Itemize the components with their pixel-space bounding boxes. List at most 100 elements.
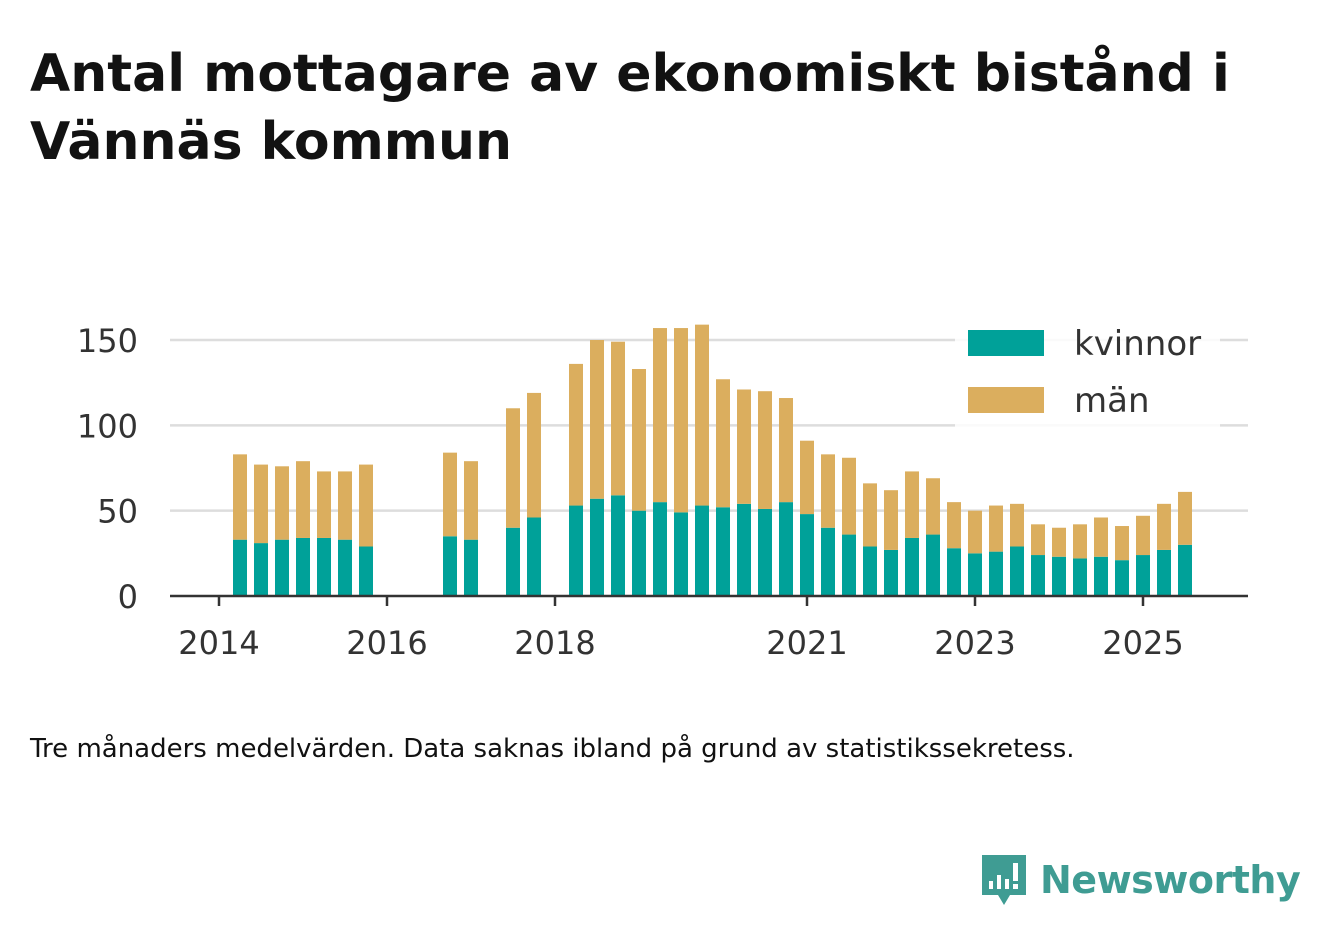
- y-tick-label: 50: [97, 493, 138, 531]
- bar-kvinnor: [842, 534, 856, 596]
- bar-kvinnor: [863, 546, 877, 596]
- bar-man: [989, 505, 1003, 552]
- x-tick-label: 2014: [178, 624, 259, 662]
- bar-man: [506, 408, 520, 528]
- bar-man: [1157, 503, 1171, 550]
- bar-man: [275, 466, 289, 540]
- bar-man: [695, 324, 709, 506]
- bar-kvinnor: [275, 539, 289, 596]
- x-axis-labels: 2014 2016 2018 2021 2023 2025: [178, 596, 1184, 662]
- bar-man: [905, 471, 919, 538]
- bar-kvinnor: [1157, 549, 1171, 596]
- bar-kvinnor: [527, 517, 541, 596]
- bar-man: [674, 328, 688, 513]
- bar-kvinnor: [821, 527, 835, 596]
- bar-man: [359, 464, 373, 547]
- bar-kvinnor: [296, 537, 310, 596]
- bar-kvinnor: [1073, 558, 1087, 596]
- bar-man: [821, 454, 835, 528]
- x-tick-label: 2025: [1102, 624, 1183, 662]
- bar-man: [842, 457, 856, 535]
- x-tick-label: 2018: [514, 624, 595, 662]
- bar-kvinnor: [968, 553, 982, 596]
- bar-kvinnor: [989, 551, 1003, 596]
- bar-man: [1010, 503, 1024, 547]
- footnote: Tre månaders medelvärden. Data saknas ib…: [30, 734, 1075, 764]
- y-tick-label: 0: [118, 578, 138, 616]
- bar-kvinnor: [1136, 555, 1150, 596]
- x-tick-label: 2021: [766, 624, 847, 662]
- bar-kvinnor: [779, 502, 793, 596]
- bar-man: [716, 379, 730, 508]
- bar-man: [527, 392, 541, 518]
- bar-kvinnor: [611, 495, 625, 596]
- x-tick-label: 2016: [346, 624, 427, 662]
- bar-kvinnor: [737, 503, 751, 596]
- bar-man: [443, 452, 457, 537]
- bar-kvinnor: [569, 505, 583, 596]
- bar-man: [1052, 527, 1066, 557]
- bar-kvinnor: [758, 508, 772, 596]
- newsworthy-logo-icon: [982, 855, 1026, 905]
- bar-kvinnor: [947, 548, 961, 596]
- bar-man: [800, 440, 814, 515]
- bar-man: [464, 461, 478, 540]
- bar-man: [296, 461, 310, 538]
- bar-man: [1178, 491, 1192, 545]
- bar-man: [1094, 517, 1108, 557]
- bar-man: [590, 340, 604, 499]
- bar-man: [1073, 524, 1087, 559]
- x-tick-label: 2023: [934, 624, 1015, 662]
- bar-kvinnor: [926, 534, 940, 596]
- bar-kvinnor: [674, 512, 688, 596]
- bar-man: [737, 389, 751, 504]
- chart-title: Antal mottagare av ekonomiskt bistånd i …: [30, 44, 1230, 172]
- legend-swatch-kvinnor: [968, 330, 1044, 356]
- bar-man: [863, 483, 877, 547]
- legend-swatch-man: [968, 387, 1044, 413]
- bar-kvinnor: [905, 537, 919, 596]
- bar-kvinnor: [632, 510, 646, 596]
- bar-kvinnor: [506, 527, 520, 596]
- bar-man: [758, 391, 772, 509]
- bar-man: [569, 363, 583, 506]
- bar-kvinnor: [1178, 544, 1192, 596]
- y-axis-labels: 0 50 100 150: [77, 322, 138, 616]
- bar-kvinnor: [443, 536, 457, 596]
- bar-man: [1115, 526, 1129, 561]
- bar-man: [926, 478, 940, 535]
- bar-man: [611, 341, 625, 496]
- bar-kvinnor: [359, 546, 373, 596]
- bar-kvinnor: [254, 543, 268, 596]
- bar-kvinnor: [695, 505, 709, 596]
- bar-kvinnor: [338, 539, 352, 596]
- bar-man: [632, 369, 646, 511]
- bar-man: [653, 328, 667, 503]
- bar-kvinnor: [1094, 556, 1108, 596]
- bars: [233, 324, 1192, 596]
- bar-kvinnor: [233, 539, 247, 596]
- bar-kvinnor: [1115, 560, 1129, 596]
- brand[interactable]: Newsworthy: [980, 850, 1301, 910]
- brand-name: Newsworthy: [1040, 858, 1301, 902]
- bar-kvinnor: [716, 507, 730, 596]
- bar-man: [233, 454, 247, 540]
- bar-kvinnor: [317, 537, 331, 596]
- bar-man: [317, 471, 331, 538]
- bar-kvinnor: [1052, 556, 1066, 596]
- bar-kvinnor: [1031, 555, 1045, 596]
- bar-kvinnor: [653, 502, 667, 596]
- bar-kvinnor: [1010, 546, 1024, 596]
- bar-man: [254, 464, 268, 544]
- bar-kvinnor: [464, 539, 478, 596]
- bar-man: [1136, 515, 1150, 556]
- y-tick-label: 100: [77, 407, 138, 445]
- y-tick-label: 150: [77, 322, 138, 360]
- legend: kvinnor män: [955, 318, 1220, 428]
- bar-kvinnor: [590, 498, 604, 596]
- bar-man: [1031, 524, 1045, 556]
- bar-kvinnor: [884, 549, 898, 596]
- legend-label-kvinnor: kvinnor: [1074, 324, 1201, 364]
- legend-label-man: män: [1074, 381, 1150, 421]
